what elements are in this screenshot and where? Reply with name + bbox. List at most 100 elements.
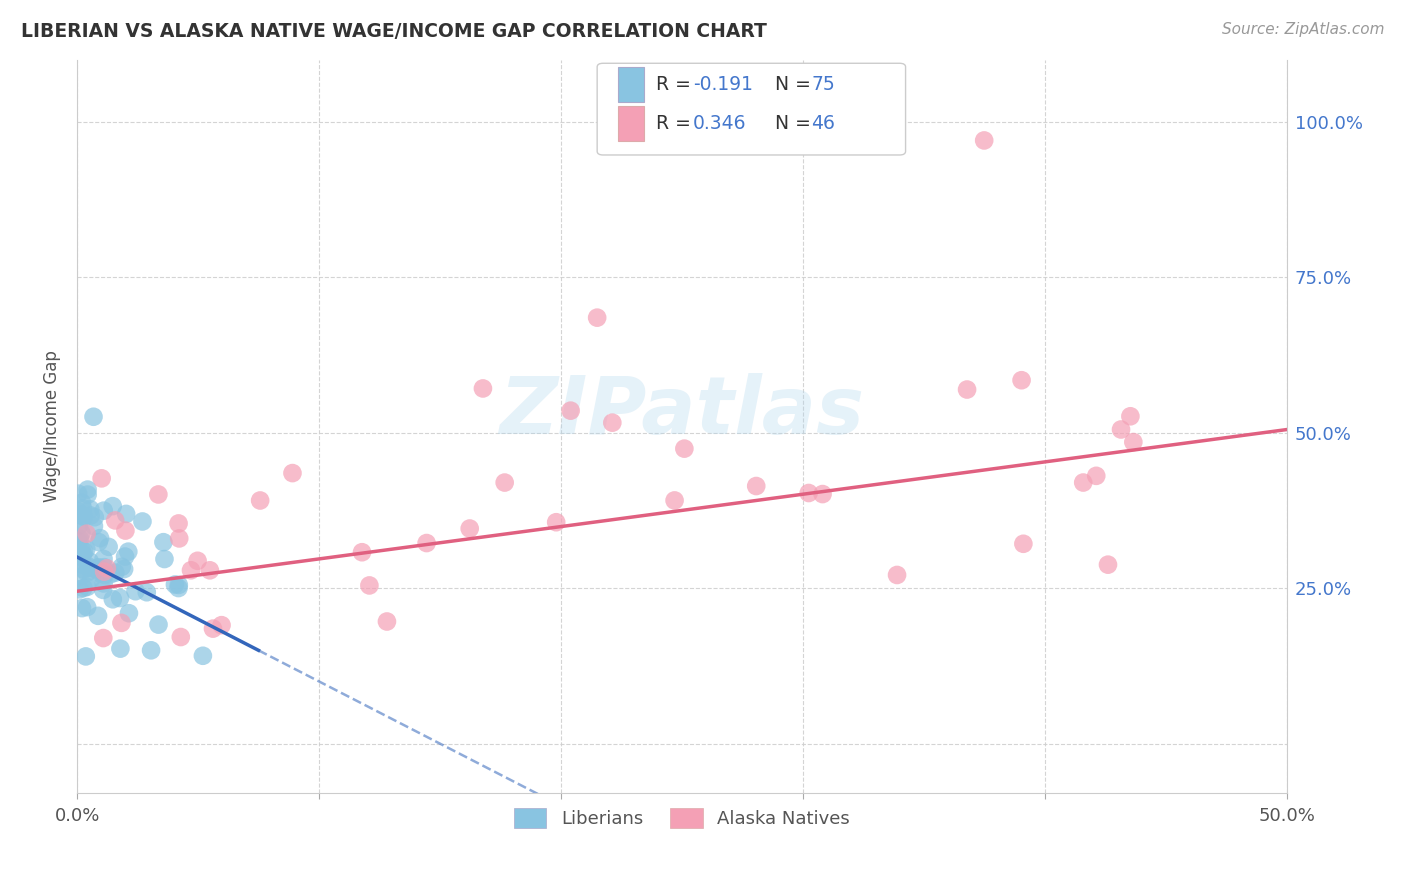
Point [72, 501, 94, 516]
Point [86, 563, 108, 577]
Point [72, 548, 94, 562]
Point [115, 507, 138, 521]
Point [72, 509, 94, 524]
Point [91, 631, 114, 645]
Text: N =: N = [775, 75, 817, 95]
Point [67, 508, 90, 522]
Point [67, 546, 90, 560]
Point [91, 582, 114, 597]
Point [72, 558, 94, 572]
Point [69, 532, 91, 546]
Point [201, 622, 224, 636]
Point [108, 591, 131, 605]
FancyBboxPatch shape [617, 67, 644, 103]
Point [249, 493, 271, 508]
Point [67, 534, 90, 549]
Point [72, 581, 94, 595]
Text: ZIPatlas: ZIPatlas [499, 373, 865, 450]
Point [191, 648, 214, 663]
Point [110, 641, 132, 656]
Point [77, 559, 100, 574]
Point [1085, 468, 1108, 483]
Point [118, 606, 141, 620]
Point [956, 383, 979, 397]
Point [70, 601, 93, 615]
Point [494, 475, 516, 490]
Point [104, 513, 127, 527]
Point [1097, 558, 1119, 572]
Point [124, 584, 146, 599]
Point [101, 499, 124, 513]
Point [76, 600, 98, 615]
Point [87, 535, 110, 549]
Point [471, 381, 494, 395]
Y-axis label: Wage/Income Gap: Wage/Income Gap [44, 351, 60, 502]
Point [76, 566, 98, 580]
Point [73, 544, 96, 558]
Point [1119, 409, 1142, 424]
Point [69, 582, 91, 597]
Point [93, 552, 115, 566]
Point [745, 479, 768, 493]
Point [96, 561, 118, 575]
Point [114, 549, 136, 564]
Point [80, 572, 103, 586]
Point [170, 630, 193, 644]
Point [97, 540, 120, 554]
Point [76, 483, 98, 497]
Point [83, 409, 105, 424]
Point [83, 510, 105, 524]
Point [100, 567, 122, 582]
Point [93, 560, 115, 574]
Point [211, 618, 233, 632]
Point [148, 487, 170, 501]
Point [281, 466, 304, 480]
Point [93, 576, 115, 591]
Point [70, 549, 93, 564]
Point [80, 508, 103, 523]
Point [664, 493, 686, 508]
Text: N =: N = [775, 114, 817, 133]
Point [76, 580, 98, 594]
Point [111, 559, 134, 574]
Point [135, 585, 157, 599]
Point [76, 526, 98, 541]
Point [72, 508, 94, 523]
Point [163, 577, 186, 591]
FancyBboxPatch shape [617, 106, 644, 141]
Point [89, 566, 111, 581]
Point [1122, 435, 1144, 450]
Point [66, 504, 89, 518]
Point [973, 133, 995, 147]
Point [90, 471, 112, 485]
Point [415, 536, 437, 550]
Point [797, 486, 820, 500]
Point [602, 416, 624, 430]
Point [110, 615, 132, 630]
Point [114, 524, 136, 538]
Point [67, 508, 90, 523]
Point [139, 643, 162, 657]
Point [375, 615, 398, 629]
Legend: Liberians, Alaska Natives: Liberians, Alaska Natives [506, 800, 858, 836]
Point [152, 535, 174, 549]
Point [76, 487, 98, 501]
Point [87, 560, 110, 574]
Point [104, 566, 127, 580]
Point [131, 515, 153, 529]
Point [1071, 475, 1094, 490]
FancyBboxPatch shape [598, 63, 905, 155]
Point [79, 555, 101, 569]
Point [89, 531, 111, 545]
Text: LIBERIAN VS ALASKA NATIVE WAGE/INCOME GAP CORRELATION CHART: LIBERIAN VS ALASKA NATIVE WAGE/INCOME GA… [21, 22, 766, 41]
Point [886, 568, 908, 582]
Point [75, 542, 97, 557]
Point [167, 578, 190, 592]
Point [1109, 422, 1132, 436]
Point [167, 516, 190, 531]
Point [350, 545, 373, 559]
Point [77, 561, 100, 575]
Text: Source: ZipAtlas.com: Source: ZipAtlas.com [1222, 22, 1385, 37]
Point [167, 581, 190, 595]
Point [673, 442, 696, 456]
